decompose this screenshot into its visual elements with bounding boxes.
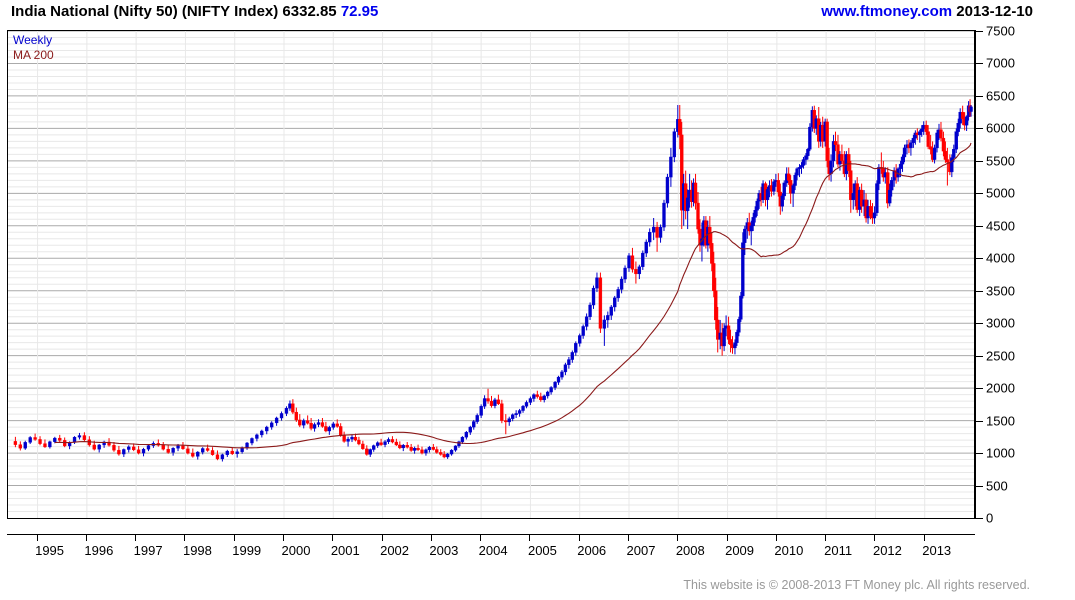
- y-axis-label: 4500: [986, 218, 1015, 234]
- x-axis-tick: [135, 534, 137, 541]
- x-axis-label: 2013: [922, 543, 952, 558]
- x-axis-tick: [480, 534, 482, 541]
- y-axis-tick: [975, 420, 983, 422]
- last-price: 6332.85: [282, 3, 337, 20]
- x-axis-tick: [825, 534, 827, 541]
- y-axis-label: 2000: [986, 380, 1015, 396]
- x-axis-label: 1995: [35, 543, 65, 558]
- y-axis-tick: [975, 31, 983, 32]
- x-axis-label: 2000: [281, 543, 311, 558]
- candlestick-canvas: [8, 31, 974, 518]
- y-axis-label: 3000: [986, 315, 1015, 331]
- x-axis-label: 2009: [725, 543, 755, 558]
- instrument-name: India National (Nifty 50) (NIFTY Index): [11, 3, 279, 20]
- y-axis-tick: [975, 453, 983, 455]
- x-axis-label: 2006: [577, 543, 607, 558]
- candlestick-series: [13, 99, 973, 462]
- x-axis-tick: [233, 534, 235, 541]
- x-axis-tick: [923, 534, 925, 541]
- x-axis-label: 2005: [527, 543, 557, 558]
- y-axis-tick: [975, 160, 983, 162]
- chart-header: India National (Nifty 50) (NIFTY Index) …: [0, 0, 1075, 28]
- x-axis-label: 2012: [872, 543, 902, 558]
- x-axis-tick: [184, 534, 186, 541]
- x-axis-label: 2007: [626, 543, 656, 558]
- x-axis-label: 2002: [380, 543, 410, 558]
- y-axis-tick: [975, 388, 983, 390]
- y-axis-label: 5500: [986, 153, 1015, 169]
- x-axis-label: 1997: [133, 543, 163, 558]
- x-axis-tick: [332, 534, 334, 541]
- x-axis-tick: [677, 534, 679, 541]
- y-axis-label: 2500: [986, 348, 1015, 364]
- x-axis-label: 1998: [182, 543, 212, 558]
- x-axis-tick: [36, 534, 38, 541]
- y-axis-tick: [975, 323, 983, 325]
- y-axis-tick: [975, 518, 983, 519]
- ma200-line: [54, 142, 972, 449]
- y-axis-line: [975, 30, 976, 519]
- y-axis-tick: [975, 258, 983, 260]
- chart-plot-area[interactable]: Weekly MA 200: [7, 30, 975, 519]
- x-axis-tick: [874, 534, 876, 541]
- x-axis-label: 2004: [478, 543, 508, 558]
- x-axis-tick: [283, 534, 284, 541]
- y-axis-label: 6000: [986, 120, 1015, 136]
- y-axis-tick: [975, 193, 983, 195]
- y-axis-label: 5000: [986, 185, 1015, 201]
- vertical-gridlines: [37, 31, 926, 518]
- x-axis-label: 2001: [330, 543, 360, 558]
- y-axis-tick: [975, 225, 983, 227]
- x-axis-tick: [726, 534, 728, 541]
- brand-and-date: www.ftmoney.com 2013-12-10: [821, 3, 1033, 20]
- chart-date: 2013-12-10: [956, 3, 1033, 20]
- y-axis-label: 500: [986, 478, 1008, 494]
- x-axis-label: 2011: [824, 543, 853, 558]
- y-axis-tick: [975, 128, 983, 130]
- y-axis-tick: [975, 290, 983, 292]
- x-axis-line: [7, 534, 975, 535]
- x-axis-tick: [85, 534, 87, 541]
- copyright-footer: This website is © 2008-2013 FT Money plc…: [683, 578, 1030, 592]
- x-axis-label: 2008: [675, 543, 705, 558]
- y-axis-tick: [975, 63, 983, 65]
- x-axis: 1995 1996 1997 1998 1999 2000 2001 2002 2003 2004…: [0, 519, 1075, 559]
- x-axis-label: 1999: [232, 543, 262, 558]
- x-axis-label: 2010: [774, 543, 804, 558]
- y-axis-label: 7000: [986, 55, 1015, 71]
- y-axis-tick: [975, 485, 983, 487]
- page-title: India National (Nifty 50) (NIFTY Index) …: [11, 3, 378, 20]
- y-axis-label: 6500: [986, 88, 1015, 104]
- x-axis-label: 2003: [429, 543, 459, 558]
- x-axis-tick: [775, 534, 777, 541]
- y-axis-label: 3500: [986, 283, 1015, 299]
- y-axis-label: 1500: [986, 413, 1015, 429]
- y-axis-label: 4000: [986, 250, 1015, 266]
- y-axis-tick: [975, 95, 983, 97]
- y-axis-label: 0: [986, 510, 994, 526]
- y-axis-label: 7500: [986, 23, 1015, 39]
- x-axis-tick: [578, 534, 580, 541]
- x-axis-label: 1996: [84, 543, 114, 558]
- y-axis-tick: [975, 355, 983, 357]
- x-axis-tick: [529, 534, 531, 541]
- major-gridlines: [8, 31, 974, 487]
- price-change: 72.95: [340, 3, 379, 20]
- x-axis-tick: [430, 534, 432, 541]
- site-link[interactable]: www.ftmoney.com: [821, 3, 953, 20]
- x-axis-tick: [628, 534, 629, 541]
- x-axis-tick: [381, 534, 383, 541]
- y-axis: 0 500 1000 1500 2000 2500 3000 3500 4000 4500 5000…: [975, 24, 1075, 526]
- y-axis-label: 1000: [986, 445, 1015, 461]
